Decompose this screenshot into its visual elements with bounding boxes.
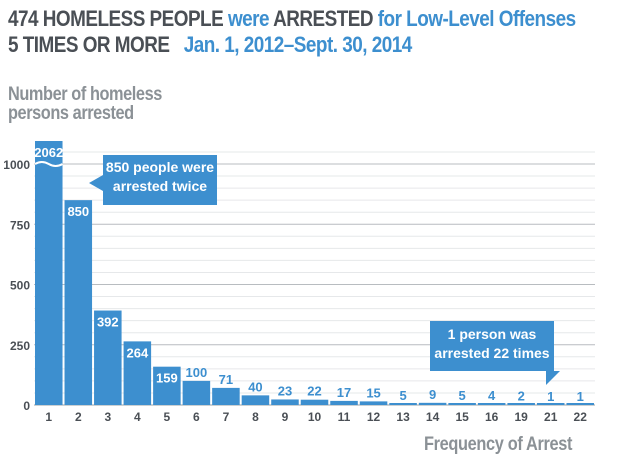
bar-value-label: 1 [577, 389, 584, 404]
bar-value-label: 159 [156, 371, 178, 386]
x-tick-label: 14 [426, 410, 440, 424]
bar-value-label: 40 [248, 379, 262, 394]
bar [448, 403, 476, 405]
title-segment: ARRESTED [273, 6, 374, 31]
x-tick-label: 9 [282, 410, 289, 424]
bar-value-label: 2 [518, 389, 525, 404]
x-tick-label: 10 [308, 410, 322, 424]
bar [389, 403, 417, 405]
x-tick-label: 4 [134, 410, 141, 424]
x-tick-label: 22 [574, 410, 588, 424]
annotation-text: 1 person was [447, 326, 537, 342]
x-tick-label: 3 [104, 410, 111, 424]
x-tick-label: 7 [223, 410, 230, 424]
bar [507, 403, 535, 405]
annotation-text: arrested twice [112, 178, 208, 194]
chart-title-line-2: 5 TIMES OR MORE Jan. 1, 2012–Sept. 30, 2… [8, 32, 412, 58]
bar [212, 387, 240, 405]
annotation-callout: 1 person was arrested 22 times [430, 321, 560, 385]
bar-value-label: 264 [126, 345, 148, 360]
annotation-text: arrested 22 times [434, 345, 550, 361]
x-tick-label: 2 [75, 410, 82, 424]
bar-value-label: 9 [429, 387, 436, 402]
title-segment: for Low-Level Offenses [377, 6, 576, 31]
title-segment: 5 TIMES OR MORE [8, 32, 170, 57]
y-tick-label: 500 [10, 279, 30, 293]
bar [359, 401, 388, 405]
y-tick-label: 0 [23, 399, 30, 413]
title-segment: 474 HOMELESS PEOPLE [8, 6, 224, 31]
chart-title-line-1: 474 HOMELESS PEOPLE were ARRESTED for Lo… [8, 6, 576, 32]
annotation-text: 850 people were [105, 159, 215, 175]
bar-value-label: 392 [97, 315, 119, 330]
bar-value-label: 15 [366, 385, 380, 400]
bar [271, 399, 299, 405]
x-tick-label: 16 [485, 410, 499, 424]
x-tick-label: 19 [515, 410, 529, 424]
y-tick-label: 250 [10, 339, 30, 353]
y-axis-label: persons arrested [8, 103, 134, 124]
bar [300, 399, 329, 405]
x-axis-label: Frequency of Arrest [424, 434, 573, 455]
bar-value-label: 850 [67, 204, 89, 219]
bar [566, 403, 594, 405]
bar-value-label: 5 [459, 388, 466, 403]
x-tick-label: 8 [252, 410, 259, 424]
bar [153, 366, 181, 405]
bar [123, 341, 152, 405]
bar-value-label: 23 [278, 383, 292, 398]
axis-break-mark [34, 161, 64, 167]
bar [182, 380, 211, 405]
title-date-range: Jan. 1, 2012–Sept. 30, 2014 [183, 32, 413, 57]
x-tick-label: 5 [164, 410, 171, 424]
bar-value-label: 17 [337, 385, 351, 400]
bar [330, 400, 358, 405]
bar [418, 402, 447, 405]
bar-value-label: 1 [547, 389, 554, 404]
bar-value-label: 4 [488, 388, 496, 403]
x-tick-label: 13 [396, 410, 410, 424]
annotation-callout: 850 people were arrested twice [89, 155, 217, 205]
bar [477, 403, 506, 405]
y-tick-label: 1000 [3, 158, 30, 172]
x-tick-label: 12 [367, 410, 381, 424]
bar-value-label: 2062 [34, 145, 63, 160]
bar [536, 403, 565, 405]
title-segment: were [227, 6, 270, 31]
x-tick-label: 11 [338, 410, 351, 424]
bar [64, 200, 93, 405]
x-tick-label: 1 [45, 410, 52, 424]
bar [94, 310, 122, 405]
y-axis-label: Number of homeless [8, 84, 162, 105]
x-tick-label: 21 [544, 410, 558, 424]
y-tick-label: 750 [10, 218, 30, 232]
bar [241, 395, 270, 405]
bar [35, 141, 63, 405]
bar-value-label: 100 [186, 365, 208, 380]
bar-value-label: 22 [307, 384, 321, 399]
x-tick-label: 15 [455, 410, 469, 424]
bar-value-label: 5 [399, 388, 406, 403]
bar-value-label: 71 [219, 372, 233, 387]
x-tick-label: 6 [193, 410, 200, 424]
